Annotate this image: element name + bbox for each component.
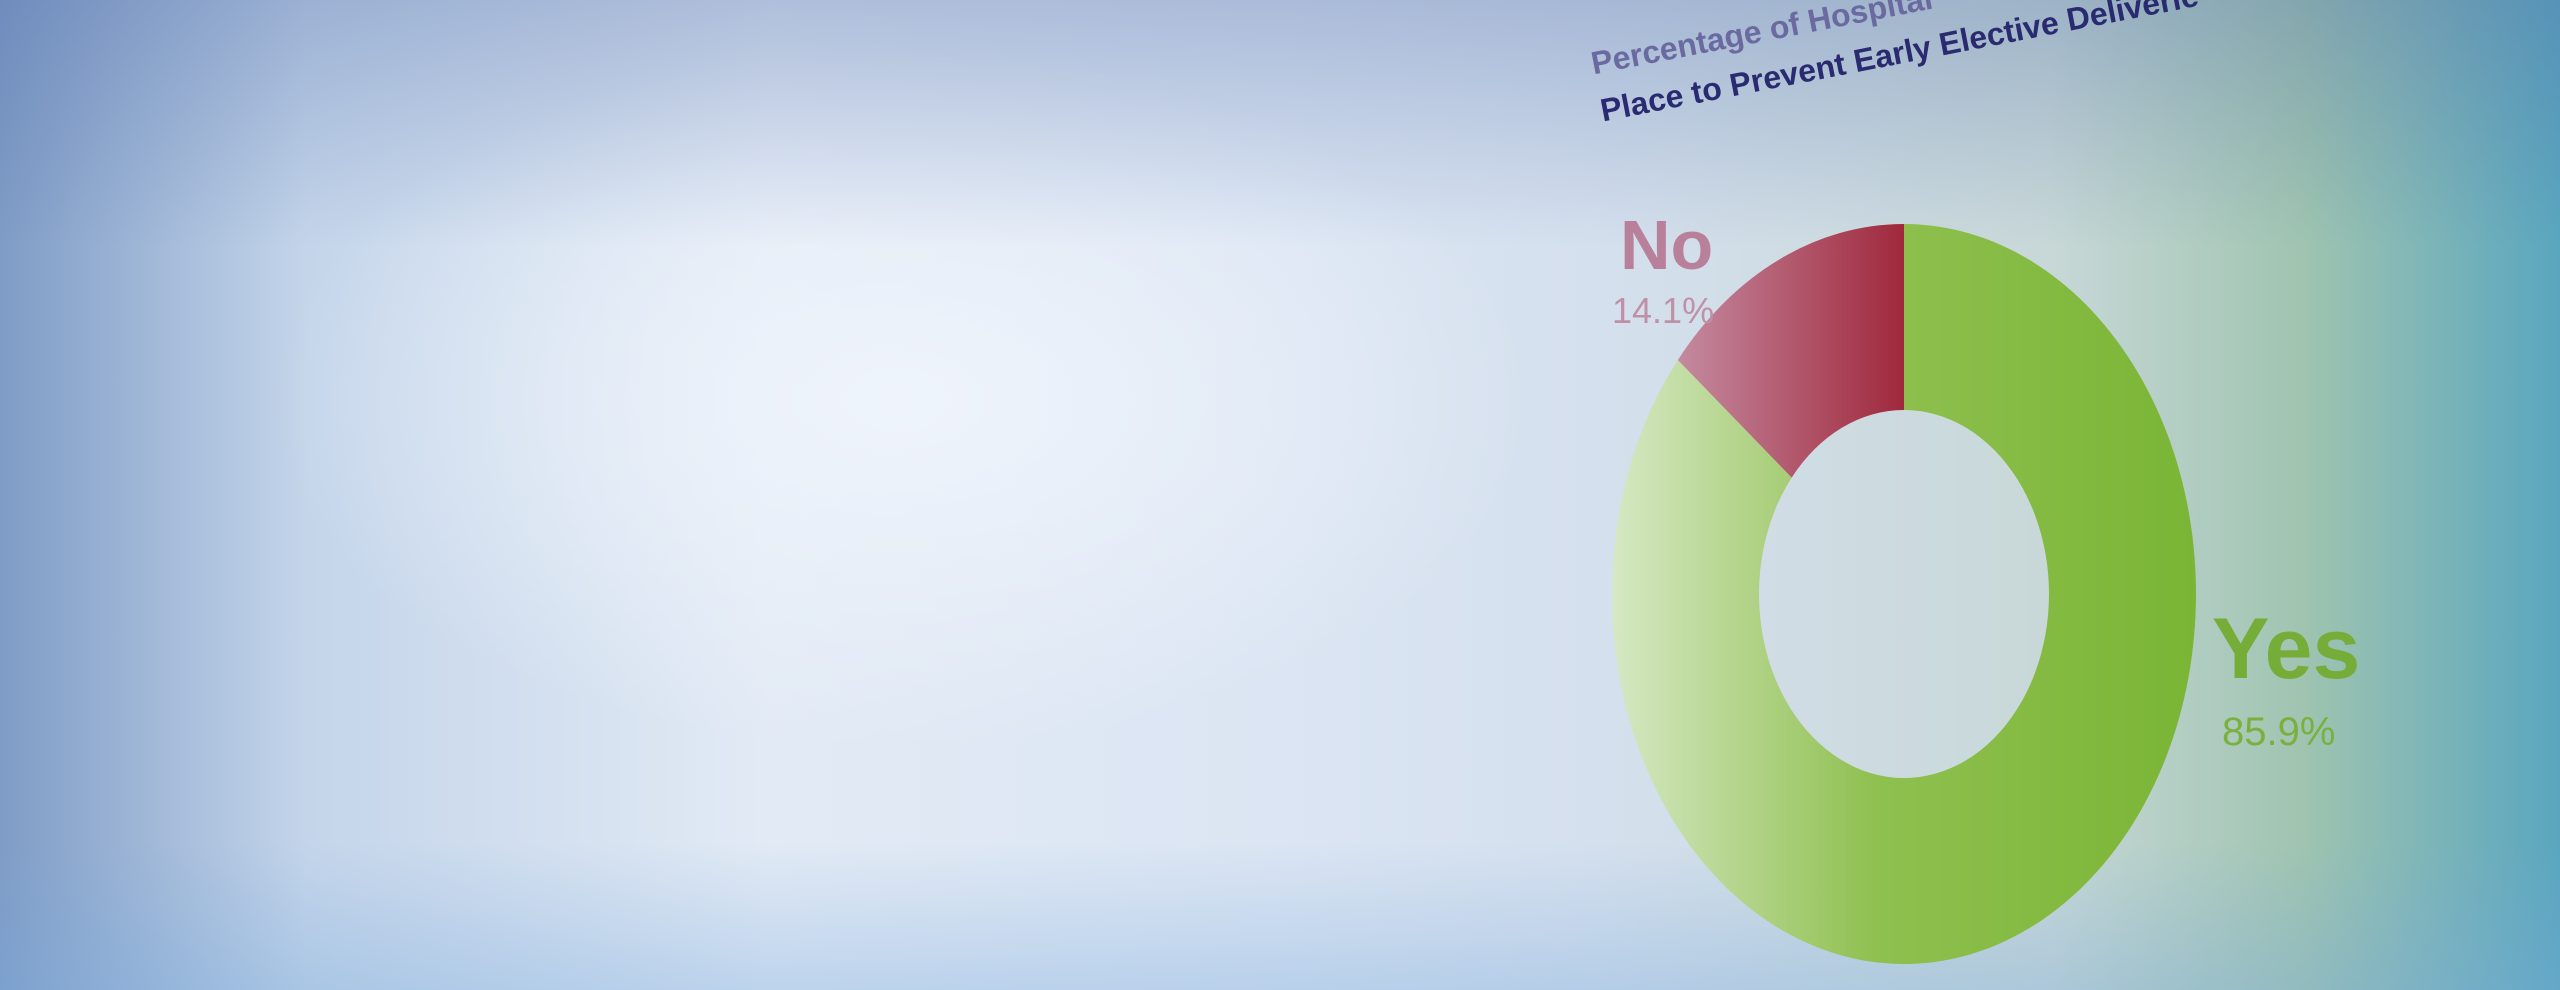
value-yes: 85.9%: [2222, 710, 2336, 754]
label-no: No: [1620, 206, 1714, 284]
value-no: 14.1%: [1612, 290, 1715, 331]
label-yes: Yes: [2212, 601, 2361, 697]
slice-yes: [1611, 224, 2196, 964]
slice-no: [1677, 224, 1904, 478]
